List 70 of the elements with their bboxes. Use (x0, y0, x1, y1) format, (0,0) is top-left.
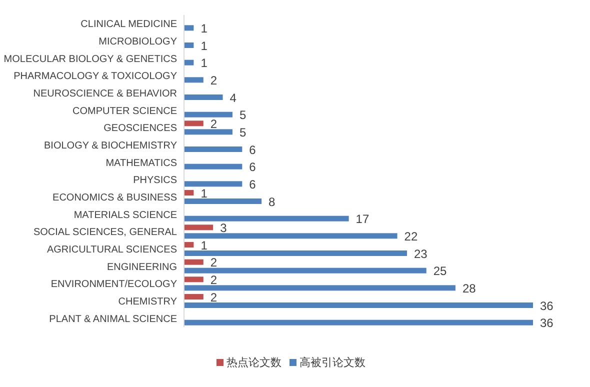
y-tick-label: NEUROSCIENCE & BEHAVIOR (33, 88, 177, 100)
legend-label: 高被引论文数 (300, 356, 366, 369)
data-label: 2 (210, 256, 218, 270)
bar (184, 77, 204, 83)
bar (184, 233, 398, 239)
bar (184, 302, 533, 308)
y-tick-label: MATHEMATICS (106, 158, 178, 169)
bar (184, 42, 194, 48)
y-tick-label: CLINICAL MEDICINE (80, 19, 178, 30)
y-tick-label: AGRICULTURAL SCIENCES (46, 244, 178, 256)
y-tick-label: MATERIALS SCIENCE (74, 210, 178, 221)
data-label: 36 (540, 316, 554, 330)
y-tick-label: MOLECULAR BIOLOGY & GENETICS (4, 54, 178, 65)
data-label: 1 (200, 21, 208, 36)
bar (184, 94, 223, 100)
y-tick-label: ENVIRONMENT/ECOLOGY (50, 279, 178, 290)
bar (184, 216, 349, 222)
data-label: 17 (356, 212, 370, 226)
bar (184, 276, 204, 282)
data-label: 3 (220, 220, 228, 235)
bar (184, 60, 194, 66)
y-tick-label: ENGINEERING (106, 262, 178, 273)
y-tick-label: ECONOMICS & BUSINESS (52, 192, 178, 204)
bar (184, 224, 214, 230)
y-tick-label: PHYSICS (133, 175, 178, 186)
data-label: 23 (414, 246, 428, 261)
bar (184, 242, 194, 248)
y-tick-label: PHARMACOLOGY & TOXICOLOGY (14, 71, 178, 82)
bar (184, 294, 204, 300)
bar (184, 112, 232, 118)
data-label: 2 (210, 272, 218, 287)
data-label: 36 (540, 298, 554, 313)
data-label: 1 (200, 238, 208, 252)
data-label: 5 (239, 125, 246, 140)
data-label: 2 (210, 73, 218, 88)
data-label: 8 (268, 194, 276, 209)
data-label: 1 (200, 56, 208, 70)
data-label: 4 (230, 90, 237, 105)
data-label: 6 (249, 177, 256, 192)
data-label: 2 (210, 290, 218, 304)
bar (184, 120, 204, 126)
y-tick-label: MICROBIOLOGY (98, 36, 178, 48)
bar (184, 268, 426, 274)
bar (184, 146, 242, 152)
data-label: 25 (433, 264, 448, 278)
bar (184, 190, 194, 196)
y-tick-label: PLANT & ANIMAL SCIENCE (49, 314, 178, 325)
data-label: 2 (210, 116, 218, 131)
data-label: 5 (239, 108, 246, 122)
bar (184, 129, 232, 135)
bar (184, 164, 242, 170)
bar (184, 181, 242, 187)
data-label: 22 (404, 229, 418, 244)
y-tick-label: COMPUTER SCIENCE (72, 106, 178, 117)
bar (184, 285, 456, 291)
bar (184, 259, 204, 265)
data-label: 6 (249, 142, 256, 157)
data-label: 28 (462, 281, 476, 296)
legend-label: 热点论文数 (226, 356, 282, 369)
bar (184, 198, 262, 204)
bar (184, 25, 194, 31)
y-tick-label: SOCIAL SCIENCES, GENERAL (33, 227, 178, 238)
bar (184, 320, 533, 326)
data-label: 6 (249, 160, 256, 174)
data-label: 1 (200, 186, 208, 200)
bar (184, 250, 407, 256)
y-tick-label: GEOSCIENCES (104, 123, 178, 134)
y-tick-label: BIOLOGY & BIOCHEMISTRY (44, 140, 178, 152)
data-label: 1 (200, 38, 208, 53)
y-tick-label: CHEMISTRY (118, 296, 178, 308)
